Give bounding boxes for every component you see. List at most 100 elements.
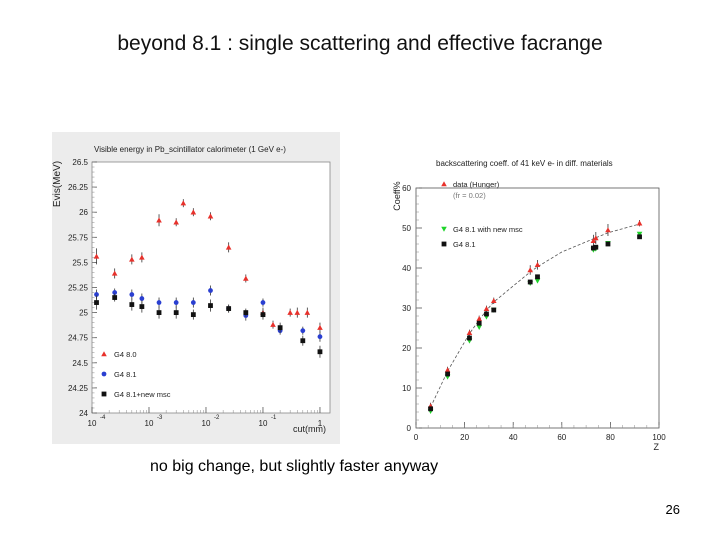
y-tick-label: 24.25 bbox=[68, 384, 89, 393]
legend-marker bbox=[101, 351, 107, 357]
y-tick-label: 50 bbox=[402, 224, 411, 233]
data-point bbox=[636, 220, 643, 226]
data-point bbox=[226, 306, 232, 311]
x-tick-label: 0 bbox=[414, 433, 419, 442]
data-point bbox=[590, 238, 597, 244]
y-tick-label: 26.5 bbox=[72, 158, 88, 167]
data-point bbox=[156, 310, 162, 315]
y-tick-label: 24.75 bbox=[68, 334, 89, 343]
data-point bbox=[300, 328, 306, 334]
y-tick-label: 25 bbox=[79, 309, 88, 318]
data-point bbox=[190, 312, 196, 318]
y-axis-label: Coeff% bbox=[392, 181, 402, 210]
plot-frame bbox=[91, 161, 331, 414]
data-point bbox=[129, 292, 135, 297]
data-point bbox=[111, 270, 118, 276]
data-point bbox=[593, 235, 599, 241]
data-point bbox=[93, 253, 100, 259]
data-point bbox=[243, 310, 249, 315]
chart-title: Visible energy in Pb_scintillator calori… bbox=[94, 145, 286, 154]
data-point bbox=[139, 296, 145, 301]
data-point bbox=[190, 209, 197, 215]
legend-label: G4 8.0 bbox=[114, 350, 137, 359]
data-point bbox=[94, 300, 99, 305]
x-tick-label: 10 bbox=[88, 419, 97, 428]
y-tick-label: 24.5 bbox=[72, 359, 88, 368]
data-point bbox=[605, 227, 611, 233]
x-tick-label: 1 bbox=[318, 419, 323, 428]
y-tick-label: 25.25 bbox=[68, 284, 89, 293]
data-point bbox=[294, 309, 301, 315]
data-point bbox=[156, 217, 162, 223]
x-tick-label: 60 bbox=[557, 433, 566, 442]
data-point bbox=[527, 279, 533, 285]
data-point bbox=[636, 231, 643, 237]
legend-note: (fr = 0.02) bbox=[453, 191, 486, 200]
data-point bbox=[180, 200, 187, 206]
y-tick-label: 40 bbox=[402, 264, 411, 273]
data-point bbox=[304, 309, 311, 315]
data-point bbox=[139, 304, 145, 309]
data-point bbox=[173, 310, 179, 315]
data-point bbox=[605, 241, 611, 247]
legend-label: G4 8.1 with new msc bbox=[453, 225, 523, 234]
data-point bbox=[445, 371, 450, 377]
x-tick-label: 20 bbox=[460, 433, 469, 442]
x-axis-label: Z bbox=[654, 442, 660, 452]
data-point bbox=[243, 275, 249, 281]
data-point bbox=[534, 278, 541, 284]
x-tick-exponent: -3 bbox=[157, 415, 163, 421]
data-point bbox=[476, 316, 482, 322]
data-point bbox=[484, 311, 489, 317]
series-0 bbox=[93, 199, 323, 333]
x-tick-exponent: -2 bbox=[214, 415, 220, 421]
data-point bbox=[207, 213, 214, 219]
y-tick-label: 0 bbox=[407, 424, 412, 433]
y-tick-label: 25.5 bbox=[72, 258, 88, 267]
slide-caption: no big change, but slightly faster anywa… bbox=[150, 458, 439, 475]
legend-label: G4 8.1 bbox=[453, 240, 476, 249]
legend: G4 8.0 G4 8.1 G4 8.1+new msc bbox=[101, 350, 171, 399]
data-point bbox=[317, 334, 323, 340]
legend-marker bbox=[441, 181, 447, 187]
y-axis-label: Evis(MeV) bbox=[52, 161, 63, 207]
data-point bbox=[270, 321, 276, 327]
slide-title: beyond 8.1 : single scattering and effec… bbox=[117, 32, 603, 55]
data-point bbox=[129, 256, 135, 262]
series-2 bbox=[428, 234, 642, 412]
series-0 bbox=[427, 220, 643, 410]
page-number: 26 bbox=[665, 502, 680, 517]
data-point bbox=[491, 307, 497, 313]
x-tick-label: 100 bbox=[652, 433, 666, 442]
data-point bbox=[225, 244, 232, 250]
y-tick-label: 24 bbox=[79, 409, 88, 418]
data-point bbox=[173, 219, 179, 225]
x-tick-exponent: -1 bbox=[271, 415, 277, 421]
y-tick-label: 26 bbox=[79, 208, 88, 217]
data-point bbox=[94, 292, 99, 297]
x-tick-label: 10 bbox=[145, 419, 154, 428]
x-axis-label: cut(mm) bbox=[293, 424, 326, 434]
legend-label: G4 8.1+new msc bbox=[114, 390, 171, 399]
x-tick-label: 10 bbox=[259, 419, 268, 428]
legend: data (Hunger) G4 8.1 with new msc G4 8.1 (f… bbox=[441, 180, 523, 249]
data-point bbox=[112, 295, 118, 300]
y-tick-label: 25.75 bbox=[68, 233, 89, 242]
x-tick-exponent: -4 bbox=[100, 415, 106, 421]
legend-marker bbox=[441, 226, 447, 232]
data-point bbox=[287, 309, 293, 315]
legend-label: data (Hunger) bbox=[453, 180, 500, 189]
data-point bbox=[277, 325, 283, 331]
data-point bbox=[535, 274, 540, 280]
series-2 bbox=[94, 293, 323, 358]
chart-title: backscattering coeff. of 41 keV e- in di… bbox=[436, 159, 613, 168]
data-point bbox=[156, 300, 162, 305]
data-point bbox=[129, 302, 135, 307]
y-tick-label: 30 bbox=[402, 304, 411, 313]
legend-marker bbox=[441, 241, 447, 247]
data-point bbox=[534, 262, 541, 268]
data-point bbox=[467, 335, 472, 341]
data-point bbox=[590, 245, 596, 251]
legend-marker bbox=[101, 391, 107, 397]
legend-label: G4 8.1 bbox=[114, 370, 137, 379]
